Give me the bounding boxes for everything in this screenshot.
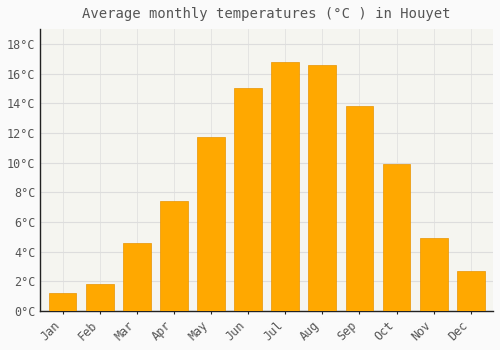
Bar [457,271,484,311]
Bar [382,164,410,311]
Bar [48,293,76,311]
Bar [160,201,188,311]
Bar [234,89,262,311]
Bar [123,243,150,311]
Bar [272,62,299,311]
Bar [197,138,225,311]
Title: Average monthly temperatures (°C ) in Houyet: Average monthly temperatures (°C ) in Ho… [82,7,451,21]
Bar [420,238,448,311]
Bar [86,285,114,311]
Bar [346,106,374,311]
Bar [308,65,336,311]
